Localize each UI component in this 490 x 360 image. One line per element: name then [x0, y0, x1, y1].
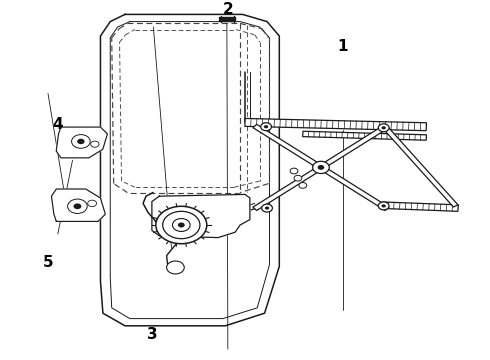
Circle shape: [74, 203, 81, 209]
Circle shape: [88, 200, 97, 207]
Circle shape: [294, 175, 302, 181]
Polygon shape: [385, 129, 458, 207]
Circle shape: [167, 261, 184, 274]
Polygon shape: [152, 194, 250, 238]
Circle shape: [172, 219, 190, 231]
Circle shape: [156, 206, 207, 244]
Circle shape: [262, 204, 272, 212]
Text: 4: 4: [52, 117, 63, 132]
Circle shape: [378, 202, 389, 210]
Circle shape: [261, 123, 271, 131]
Circle shape: [264, 125, 268, 128]
Polygon shape: [245, 118, 426, 131]
Circle shape: [318, 165, 324, 170]
Circle shape: [178, 222, 185, 228]
Circle shape: [163, 211, 200, 239]
Circle shape: [91, 141, 99, 147]
Circle shape: [68, 199, 87, 213]
Polygon shape: [253, 124, 389, 211]
Circle shape: [265, 207, 269, 210]
Circle shape: [382, 126, 386, 129]
Text: 5: 5: [43, 255, 53, 270]
Circle shape: [290, 168, 298, 174]
Polygon shape: [253, 124, 389, 211]
Circle shape: [382, 204, 386, 207]
Circle shape: [313, 161, 329, 174]
Text: 1: 1: [338, 39, 348, 54]
Circle shape: [378, 124, 389, 132]
Text: 2: 2: [222, 1, 233, 17]
Circle shape: [299, 183, 307, 188]
Circle shape: [77, 139, 85, 144]
Circle shape: [72, 135, 90, 148]
Polygon shape: [303, 131, 426, 140]
Polygon shape: [56, 127, 107, 158]
Polygon shape: [51, 189, 105, 221]
Text: 3: 3: [147, 327, 157, 342]
Polygon shape: [382, 202, 458, 211]
